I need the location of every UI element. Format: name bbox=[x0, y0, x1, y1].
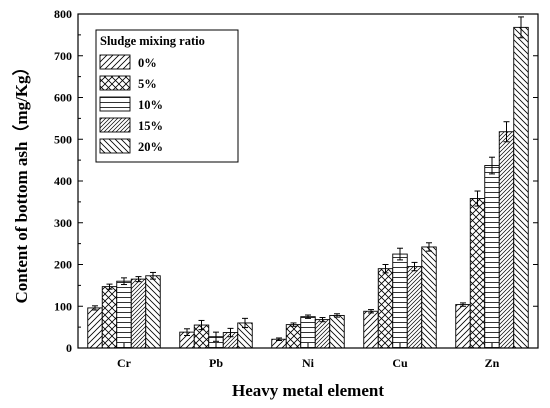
bars-layer bbox=[87, 26, 529, 349]
legend-title: Sludge mixing ratio bbox=[100, 34, 205, 48]
bar bbox=[329, 314, 345, 349]
x-tick-label: Ni bbox=[302, 356, 315, 370]
legend-label: 10% bbox=[138, 98, 163, 112]
y-tick-label: 300 bbox=[54, 216, 72, 230]
bar bbox=[145, 275, 161, 349]
y-tick-label: 800 bbox=[54, 7, 72, 21]
legend-swatch bbox=[99, 96, 131, 112]
bar bbox=[406, 266, 423, 349]
bar bbox=[130, 278, 147, 349]
error-bars-layer bbox=[92, 16, 524, 342]
bar bbox=[377, 268, 394, 349]
legend-swatch bbox=[99, 54, 131, 70]
x-axis: Cr Pb Ni Cu Zn bbox=[117, 343, 500, 370]
bar bbox=[363, 310, 379, 349]
legend-label: 15% bbox=[138, 119, 163, 133]
y-axis: 0 100 200 300 400 500 600 700 800 bbox=[54, 7, 538, 355]
bar bbox=[498, 131, 515, 349]
x-axis-title: Heavy metal element bbox=[232, 381, 384, 400]
y-tick-label: 700 bbox=[54, 49, 72, 63]
y-tick-label: 600 bbox=[54, 91, 72, 105]
y-axis-title: Content of bottom ash（mg/Kg） bbox=[11, 58, 31, 303]
bar bbox=[87, 307, 103, 349]
bar bbox=[455, 304, 471, 349]
legend: Sludge mixing ratio 0% 5% 10% 15% 20% bbox=[95, 29, 239, 163]
y-tick-label: 0 bbox=[66, 341, 72, 355]
bar bbox=[285, 324, 302, 349]
x-tick-label: Cr bbox=[117, 356, 132, 370]
bar bbox=[314, 319, 331, 349]
legend-swatch bbox=[99, 117, 131, 133]
legend-label: 5% bbox=[138, 77, 157, 91]
legend-label: 20% bbox=[138, 140, 163, 154]
y-tick-label: 100 bbox=[54, 299, 72, 313]
legend-items: 0% 5% 10% 15% 20% bbox=[99, 54, 163, 154]
x-tick-label: Pb bbox=[209, 356, 223, 370]
y-tick-label: 400 bbox=[54, 174, 72, 188]
legend-label: 0% bbox=[138, 56, 157, 70]
y-tick-label: 200 bbox=[54, 258, 72, 272]
bar bbox=[513, 26, 529, 349]
bar bbox=[469, 198, 486, 349]
legend-swatch bbox=[99, 75, 131, 91]
bar bbox=[421, 246, 437, 349]
y-tick-label: 500 bbox=[54, 132, 72, 146]
bar bbox=[392, 253, 408, 349]
x-tick-label: Cu bbox=[392, 356, 408, 370]
bar bbox=[484, 165, 500, 349]
x-tick-label: Zn bbox=[485, 356, 500, 370]
bar bbox=[101, 286, 118, 349]
bar bbox=[116, 280, 132, 349]
legend-swatch bbox=[99, 138, 131, 154]
